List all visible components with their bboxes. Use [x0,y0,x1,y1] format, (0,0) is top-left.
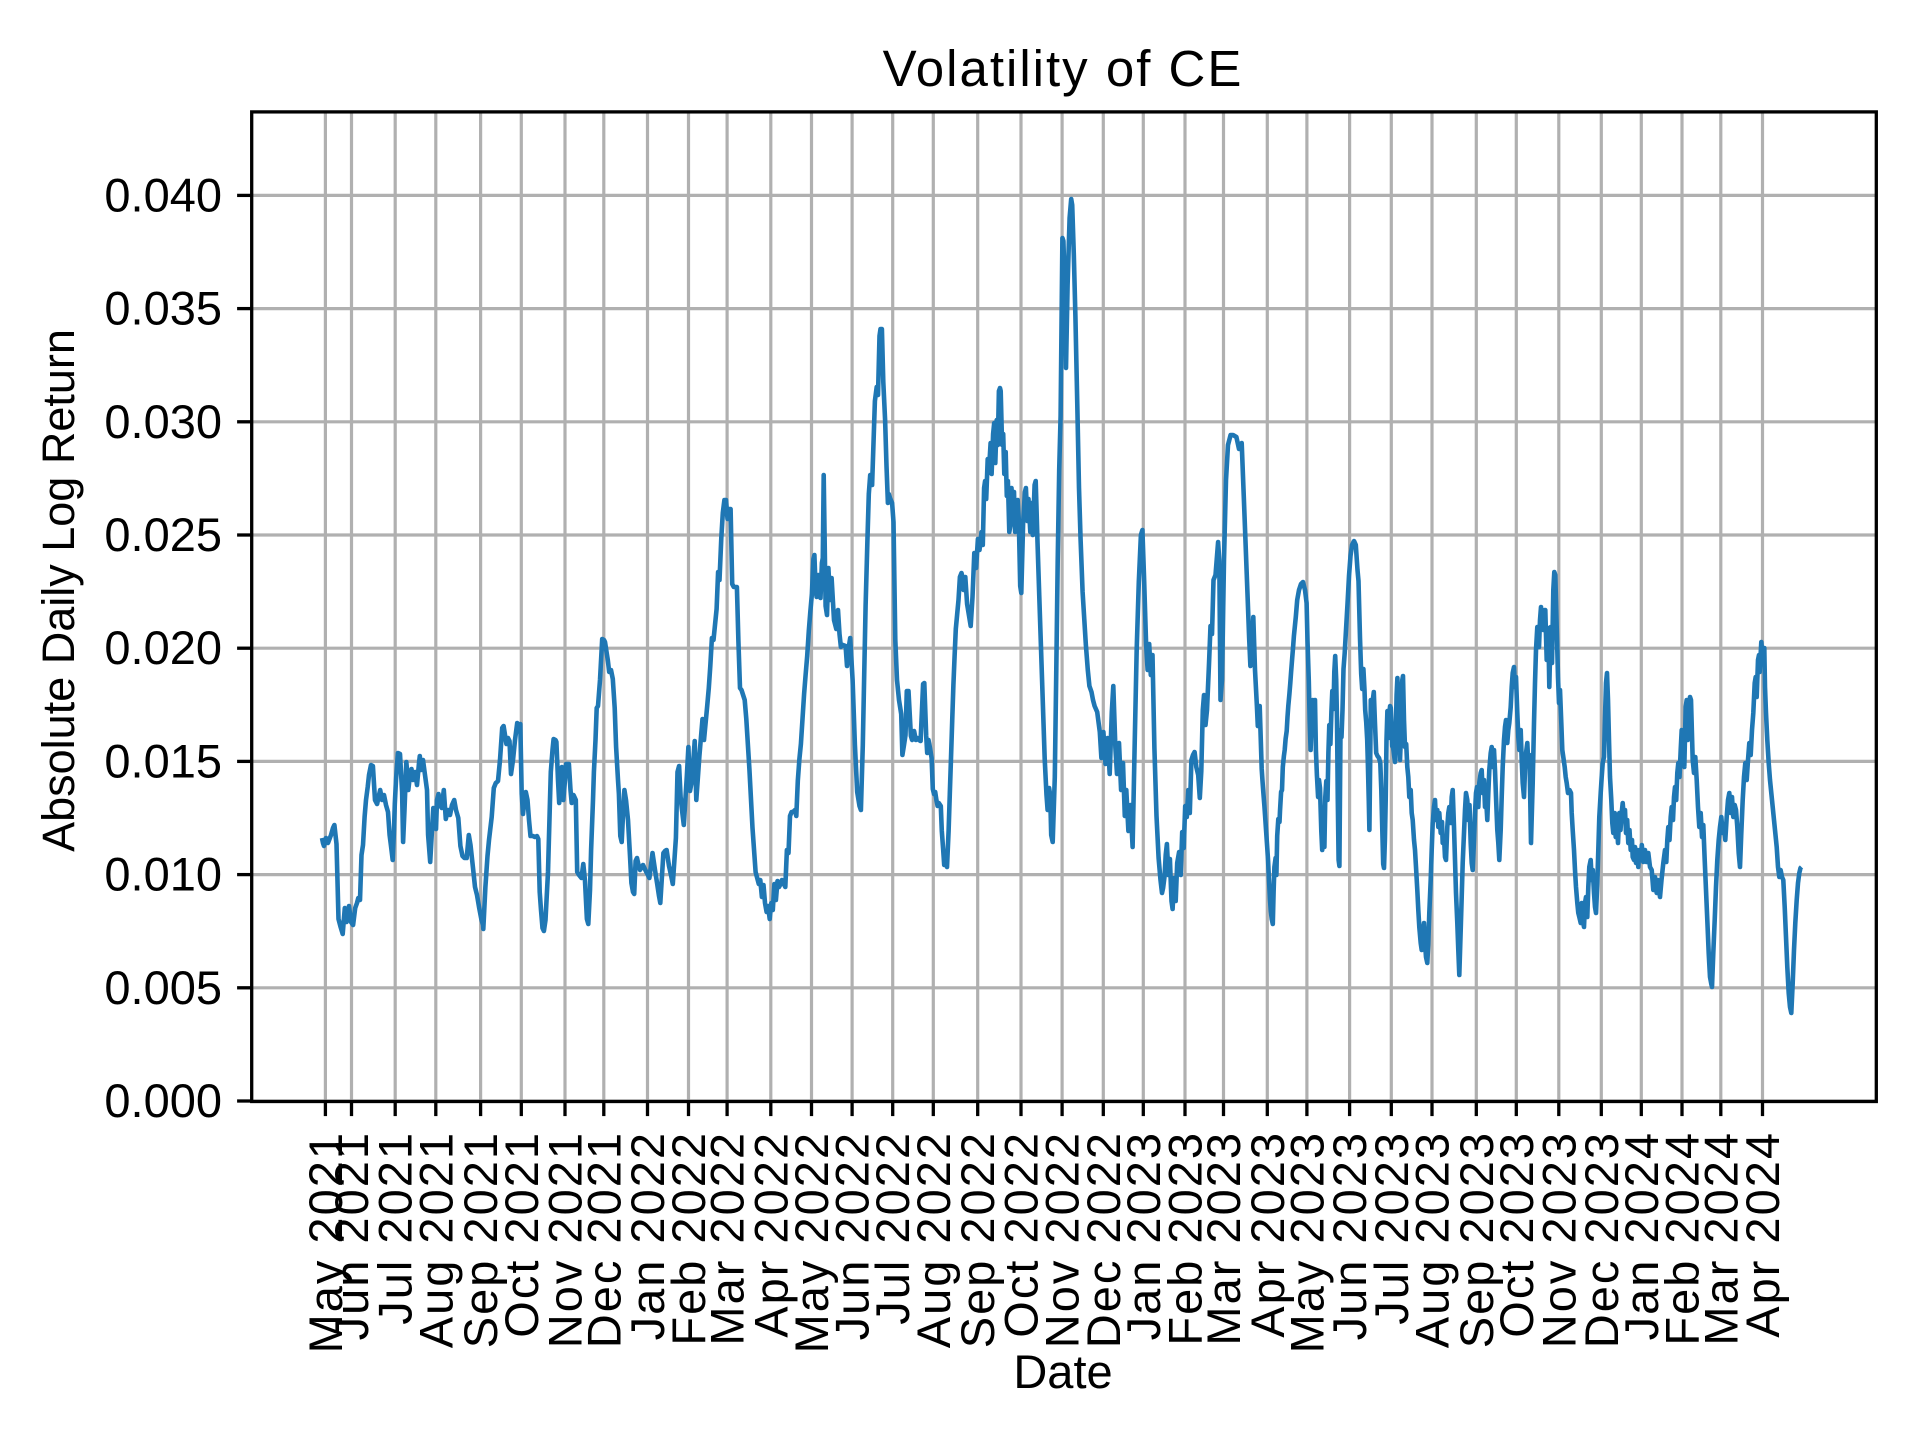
svg-text:0.000: 0.000 [104,1074,222,1127]
svg-text:Jan 2023: Jan 2023 [1117,1131,1170,1340]
svg-text:Sep 2021: Sep 2021 [454,1131,507,1348]
svg-text:Absolute Daily Log Return: Absolute Daily Log Return [33,329,84,852]
svg-text:Mar 2024: Mar 2024 [1694,1131,1747,1346]
svg-text:Mar 2023: Mar 2023 [1197,1131,1250,1346]
svg-text:Jul 2022: Jul 2022 [866,1131,919,1325]
svg-text:0.015: 0.015 [104,734,222,787]
svg-text:Oct 2022: Oct 2022 [995,1131,1048,1338]
svg-text:Date: Date [1013,1345,1112,1398]
svg-text:Jul 2023: Jul 2023 [1365,1131,1418,1325]
svg-text:0.035: 0.035 [104,282,222,335]
svg-text:Jun 2023: Jun 2023 [1323,1131,1376,1340]
svg-text:0.030: 0.030 [104,395,222,448]
svg-text:Dec 2023: Dec 2023 [1575,1131,1628,1348]
svg-text:Oct 2021: Oct 2021 [495,1131,548,1338]
svg-text:Feb 2023: Feb 2023 [1159,1131,1212,1346]
svg-text:0.005: 0.005 [104,961,222,1014]
svg-text:Aug 2022: Aug 2022 [907,1131,960,1348]
svg-text:Aug 2021: Aug 2021 [409,1131,462,1348]
svg-text:0.025: 0.025 [104,508,222,561]
svg-text:Volatility of CE: Volatility of CE [883,40,1244,97]
svg-text:Nov 2022: Nov 2022 [1036,1131,1089,1348]
svg-text:Jan 2024: Jan 2024 [1615,1131,1668,1340]
svg-text:0.010: 0.010 [104,848,222,901]
svg-text:0.040: 0.040 [104,168,222,221]
svg-text:Sep 2023: Sep 2023 [1450,1131,1503,1348]
svg-text:Apr 2022: Apr 2022 [744,1131,797,1338]
svg-text:Sep 2022: Sep 2022 [951,1131,1004,1348]
svg-text:May 2023: May 2023 [1280,1131,1333,1353]
svg-text:May 2021: May 2021 [299,1131,352,1353]
svg-text:Dec 2021: Dec 2021 [577,1131,630,1348]
svg-text:Nov 2023: Nov 2023 [1532,1131,1585,1348]
svg-text:Dec 2022: Dec 2022 [1077,1131,1130,1348]
svg-text:Jul 2021: Jul 2021 [369,1131,422,1325]
svg-text:Apr 2024: Apr 2024 [1736,1131,1789,1338]
svg-text:0.020: 0.020 [104,621,222,674]
svg-text:Feb 2022: Feb 2022 [662,1131,715,1346]
svg-text:Jun 2022: Jun 2022 [826,1131,879,1340]
svg-text:May 2022: May 2022 [785,1131,838,1353]
svg-text:Jun 2021: Jun 2021 [325,1131,378,1340]
svg-text:Jan 2022: Jan 2022 [621,1131,674,1340]
svg-text:Oct 2023: Oct 2023 [1490,1131,1543,1338]
svg-text:Mar 2022: Mar 2022 [701,1131,754,1346]
svg-text:Aug 2023: Aug 2023 [1406,1131,1459,1348]
svg-text:Nov 2021: Nov 2021 [539,1131,592,1348]
svg-text:Apr 2023: Apr 2023 [1241,1131,1294,1338]
svg-text:Feb 2024: Feb 2024 [1656,1131,1709,1346]
